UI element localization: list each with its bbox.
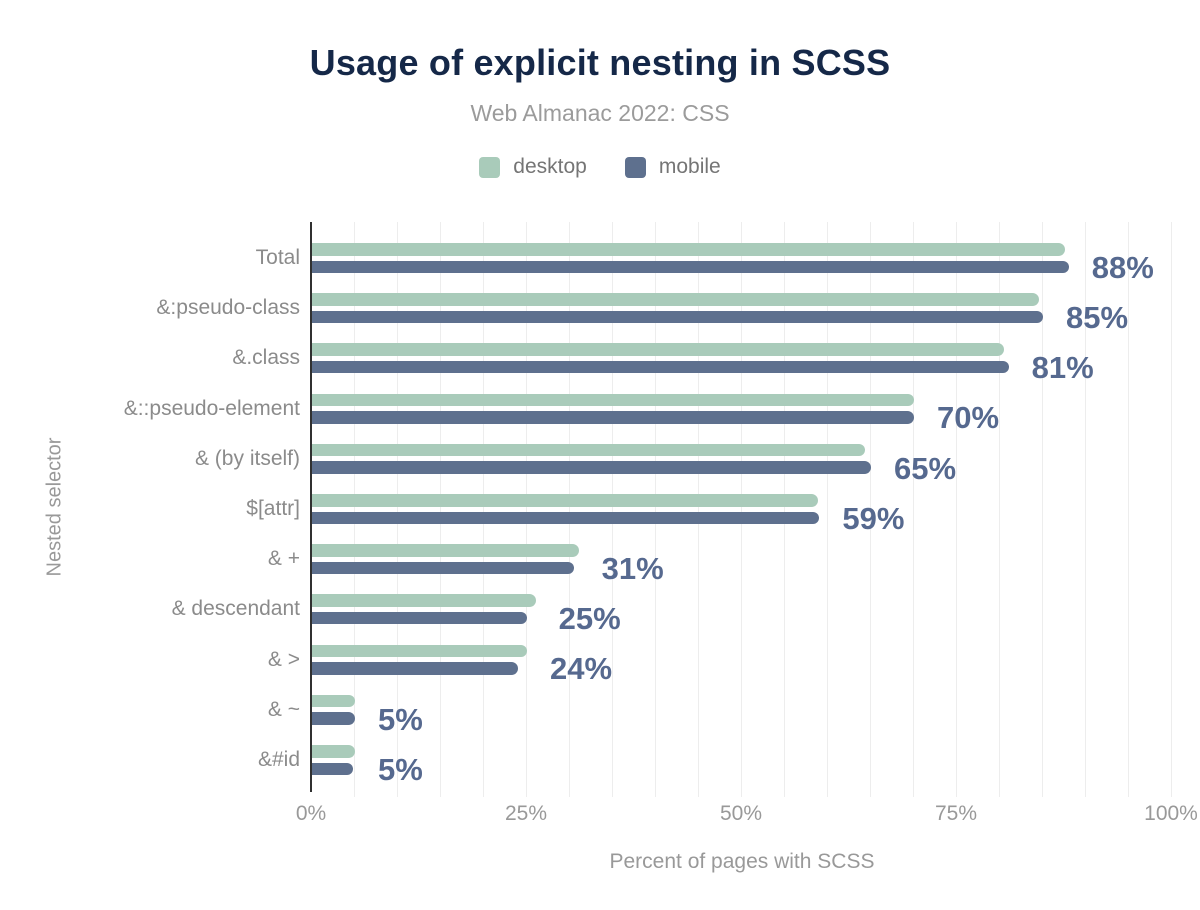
category-label: &:pseudo-class [156,296,300,320]
legend-item-desktop[interactable]: desktop [479,155,587,179]
value-label: 31% [601,550,664,586]
mobile-swatch-icon [624,156,646,178]
value-label: 81% [1031,350,1094,386]
gridline [827,222,828,797]
gridline [440,222,441,797]
category-label: &.class [232,346,300,370]
bar-mobile[interactable] [312,712,355,725]
value-label: 24% [550,651,613,687]
gridline [612,222,613,797]
legend-label-desktop: desktop [513,155,587,178]
bar-mobile[interactable] [312,611,527,625]
x-axis-title: Percent of pages with SCSS [609,850,875,873]
category-label: & (by itself) [194,446,300,470]
bar-desktop[interactable] [312,243,1065,256]
bar-mobile[interactable] [312,762,354,775]
bar-mobile[interactable] [312,561,575,575]
chart-title: Usage of explicit nesting in SCSS [309,42,891,83]
x-tick-label: 100% [1144,802,1198,825]
bar-mobile[interactable] [312,310,1043,324]
value-label: 5% [378,751,423,787]
x-tick-label: 25% [504,802,548,825]
gridline [526,222,527,797]
category-label: & + [267,547,300,571]
gridline [483,222,484,797]
value-label: 5% [378,701,423,737]
gridline [1042,222,1043,797]
desktop-swatch-icon [479,156,501,178]
gridline [741,222,742,797]
bar-desktop[interactable] [312,544,579,557]
category-label: & descendant [171,597,300,621]
category-label: & ~ [267,697,300,721]
legend-item-mobile[interactable]: mobile [624,155,721,179]
bar-desktop[interactable] [312,293,1039,306]
value-label: 85% [1066,299,1129,335]
value-label: 70% [937,400,1000,436]
gridline [956,222,957,797]
bar-desktop[interactable] [312,393,914,407]
gridline [784,222,785,797]
value-label: 25% [558,601,621,637]
gridline [698,222,699,797]
category-label: $[attr] [246,497,300,520]
x-tick-label: 50% [719,802,763,825]
bar-desktop[interactable] [312,694,355,708]
bar-mobile[interactable] [312,461,871,474]
legend: desktop mobile [0,155,1200,179]
gridline [397,222,398,797]
value-label: 65% [894,450,957,486]
x-tick-label: 0% [295,802,327,825]
gridline [913,222,914,797]
category-label: Total [255,246,300,269]
x-tick-label: 75% [934,802,978,825]
gridline [354,222,355,797]
category-label: &::pseudo-element [123,396,300,420]
gridline [1171,222,1172,797]
bar-desktop[interactable] [312,745,355,758]
bar-desktop[interactable] [312,594,536,607]
bar-desktop[interactable] [312,343,1005,356]
gridline [870,222,871,797]
bar-mobile[interactable] [312,411,914,424]
category-label: & > [267,647,300,671]
bar-mobile[interactable] [312,511,820,524]
category-label: &#id [257,748,300,771]
chart-subtitle: Web Almanac 2022: CSS [470,100,730,126]
bar-mobile[interactable] [312,662,519,675]
bar-desktop[interactable] [312,644,527,658]
bar-mobile[interactable] [312,260,1069,273]
gridline [1085,222,1086,797]
gridline [1128,222,1129,797]
gridline [999,222,1000,797]
value-label: 59% [842,500,905,536]
y-axis-line [310,222,312,792]
bar-desktop[interactable] [312,443,865,457]
value-label: 88% [1091,249,1154,285]
gridline [655,222,656,797]
bar-desktop[interactable] [312,494,818,507]
gridline [569,222,570,797]
legend-label-mobile: mobile [658,155,721,178]
bar-mobile[interactable] [312,360,1009,374]
